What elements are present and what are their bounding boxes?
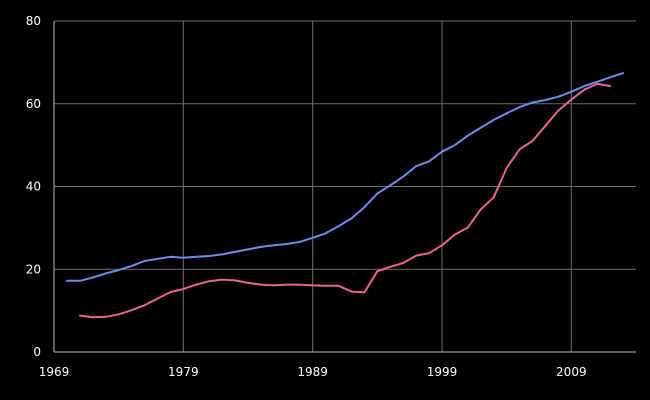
x-tick-label: 1969 — [39, 365, 70, 379]
series-lines — [65, 72, 625, 319]
x-tick-label: 1989 — [297, 365, 328, 379]
x-tick-label: 1979 — [168, 365, 199, 379]
y-tick-label: 60 — [26, 97, 41, 111]
series-line-2 — [78, 82, 612, 319]
series-line-1 — [65, 72, 625, 282]
grid — [54, 20, 636, 352]
y-tick-label: 40 — [26, 180, 41, 194]
x-tick-label: 2009 — [556, 365, 587, 379]
axes — [53, 21, 636, 353]
y-tick-label: 20 — [26, 262, 41, 276]
y-tick-label: 0 — [33, 345, 41, 359]
x-tick-label: 1999 — [427, 365, 458, 379]
y-tick-label: 80 — [26, 14, 41, 28]
tick-labels: 0 20 40 60 80 1969 1979 1989 1999 2009 — [26, 14, 587, 379]
